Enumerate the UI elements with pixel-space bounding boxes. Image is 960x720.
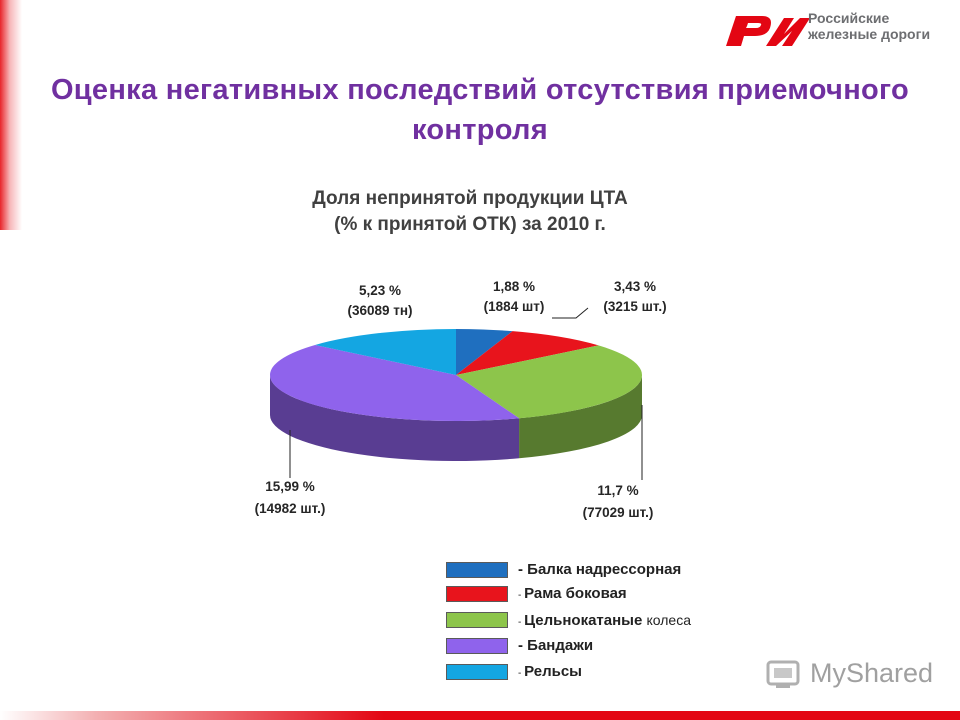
- slice-label-relsy-qty: (36089 тн): [347, 303, 413, 318]
- pie-slice-bandazhi: [270, 344, 520, 422]
- legend-swatch-bandazhi: [446, 638, 508, 654]
- legend-swatch-kolesa: [446, 612, 508, 628]
- slice-label-kolesa-pct: 11,7 %: [597, 483, 639, 498]
- slice-label-rama: 3,43 % (3215 шт.): [580, 277, 690, 317]
- pie-top-faces: [270, 329, 642, 422]
- legend-text: Рельсы: [524, 663, 582, 680]
- left-accent-stripe: [0, 0, 22, 230]
- slice-label-kolesa: 11,7 % (77029 шт.): [580, 480, 656, 524]
- legend-label-rama: - Рама боковая: [518, 584, 627, 606]
- slice-label-rama-qty: (3215 шт.): [603, 299, 667, 314]
- logo-text-line1: Российские: [808, 10, 890, 26]
- chart-title: Доля непринятой продукции ЦТА (% к приня…: [230, 186, 710, 238]
- leader-line-rama: [552, 307, 589, 319]
- watermark-text: MyShared: [810, 658, 934, 688]
- chart-title-line2: (% к принятой ОТК) за 2010 г.: [334, 214, 606, 235]
- legend-text: Балка надрессорная: [527, 561, 682, 578]
- slice-label-rama-pct: 3,43 %: [613, 279, 657, 294]
- legend-label-balka: - Балка надрессорная: [518, 560, 681, 580]
- legend-label-relsy: - Рельсы: [518, 662, 582, 684]
- slice-label-balka-pct: 1,88 %: [492, 279, 536, 294]
- myshared-watermark-icon: [766, 660, 800, 688]
- rzd-logo: [726, 16, 810, 46]
- pie-slice-relsy: [315, 329, 456, 375]
- slice-label-relsy-pct: 5,23 %: [358, 283, 402, 298]
- legend-swatch-relsy: [446, 664, 508, 680]
- legend-text: Рама боковая: [524, 585, 627, 602]
- pie-slice-balka: [456, 329, 513, 375]
- legend-dash: -: [518, 617, 525, 628]
- legend-label-bandazhi: - Бандажи: [518, 636, 593, 656]
- chart-title-line1: Доля непринятой продукции ЦТА: [312, 188, 628, 209]
- legend-dash: -: [518, 668, 525, 679]
- legend-dash: -: [518, 590, 525, 601]
- slice-label-bandazhi: 15,99 % (14982 шт.): [252, 476, 328, 520]
- legend-dash: -: [518, 637, 528, 654]
- legend-text: Цельнокатаные: [524, 612, 647, 629]
- pie-side-kolesa: [519, 375, 642, 459]
- legend-swatch-rama: [446, 586, 508, 602]
- logo-text-line2: железные дороги: [808, 26, 931, 42]
- pie-slice-kolesa: [456, 345, 642, 419]
- pie-side-walls: [270, 375, 642, 461]
- slice-label-bandazhi-qty: (14982 шт.): [254, 501, 326, 516]
- slice-label-balka: 1,88 % (1884 шт): [464, 277, 564, 317]
- slice-label-bandazhi-pct: 15,99 %: [265, 479, 315, 494]
- pie-slice-rama: [456, 331, 599, 375]
- legend-swatch-balka: [446, 562, 508, 578]
- page-title: Оценка негативных последствий отсутствия…: [50, 74, 910, 146]
- legend-text-tail: колеса: [646, 612, 691, 628]
- legend-dash: -: [518, 561, 528, 578]
- logo-text: Российские железные дороги: [808, 10, 930, 42]
- legend-text: Бандажи: [527, 637, 594, 654]
- legend-label-kolesa: - Цельнокатаные колеса: [518, 610, 691, 633]
- slice-label-kolesa-qty: (77029 шт.): [582, 505, 654, 520]
- pie-side-bandazhi: [270, 375, 520, 461]
- slice-label-relsy: 5,23 % (36089 тн): [330, 281, 430, 321]
- bottom-accent-bar: [0, 711, 960, 720]
- slice-label-balka-qty: (1884 шт): [483, 299, 545, 314]
